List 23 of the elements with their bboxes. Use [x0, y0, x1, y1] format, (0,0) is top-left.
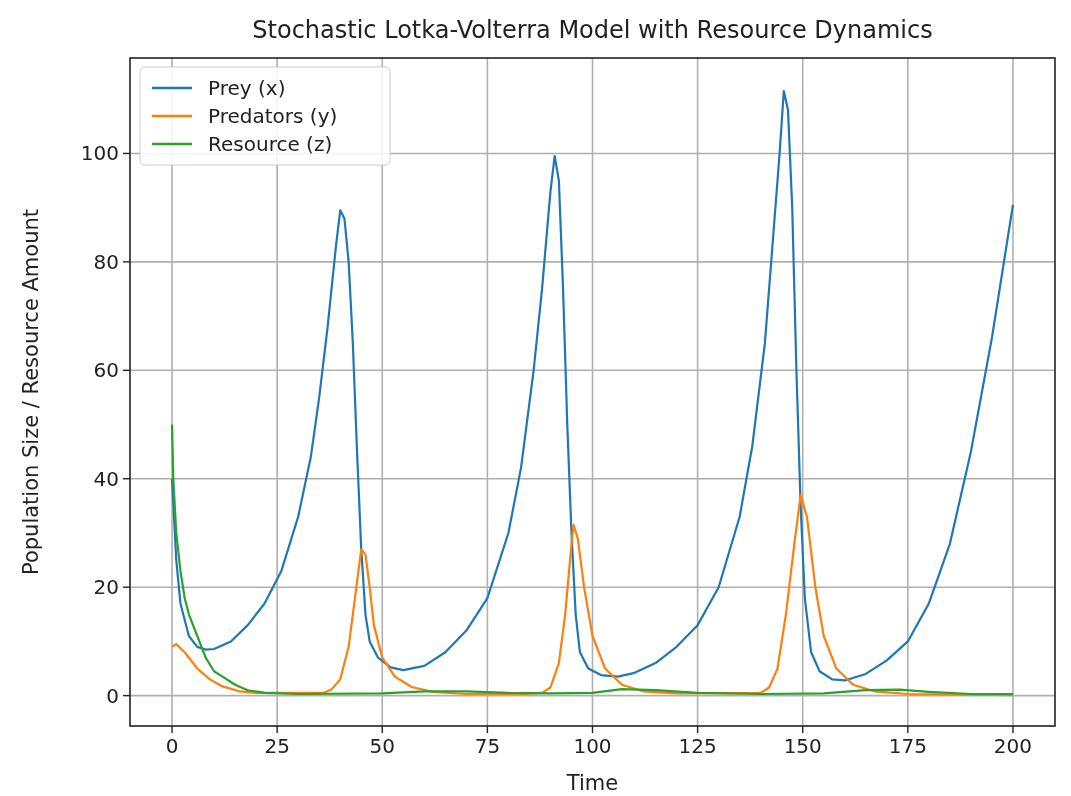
line-series [170, 423, 1015, 696]
y-axis-title: Population Size / Resource Amount [19, 208, 43, 576]
legend-label: Predators (y) [208, 104, 338, 128]
y-tick-label: 40 [93, 466, 119, 491]
x-tick-label: 175 [888, 734, 927, 758]
x-tick-label: 0 [165, 734, 179, 758]
x-tick-label: 125 [678, 734, 717, 758]
x-axis-title: Time [565, 771, 619, 795]
legend-label: Prey (x) [208, 76, 286, 100]
y-tick-label: 100 [80, 141, 119, 166]
y-tick-label: 0 [106, 683, 119, 708]
x-tick-label: 75 [474, 734, 501, 758]
x-tick-label: 25 [264, 734, 290, 758]
legend-label: Resource (z) [208, 132, 333, 156]
y-tick-label: 60 [93, 358, 119, 383]
x-tick-label: 100 [573, 734, 612, 758]
line-series [170, 493, 1015, 697]
x-tick-label: 200 [993, 734, 1033, 758]
chart-title: Stochastic Lotka-Volterra Model with Resource Dynamics [252, 16, 933, 44]
y-tick-label: 20 [93, 575, 119, 600]
x-tick-label: 150 [783, 734, 822, 758]
y-tick-label: 80 [93, 249, 119, 274]
x-tick-label: 50 [369, 734, 395, 758]
